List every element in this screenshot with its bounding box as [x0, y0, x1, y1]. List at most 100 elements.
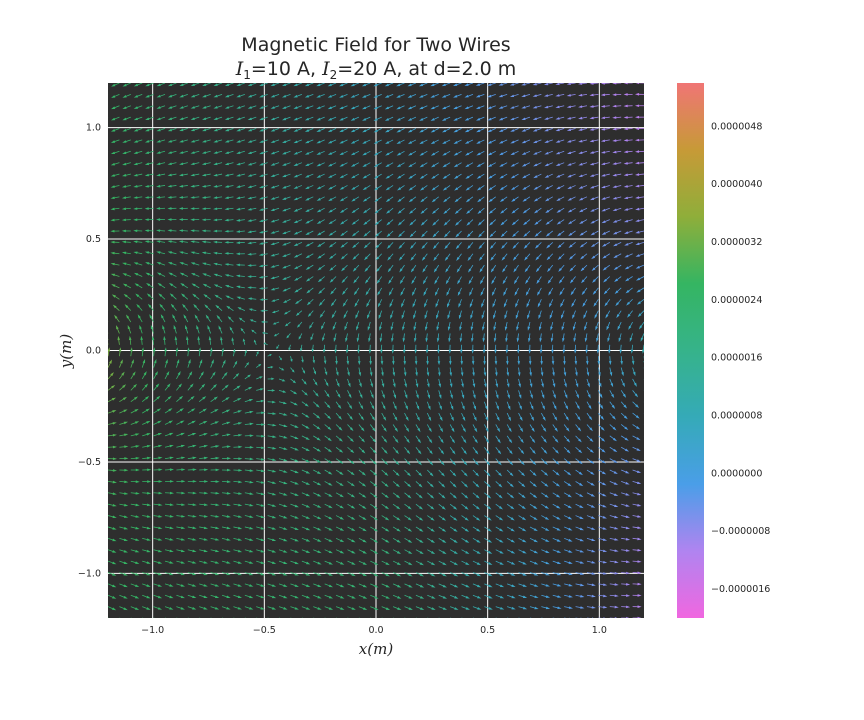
field-arrow	[222, 617, 224, 618]
field-arrow	[236, 185, 245, 188]
field-arrow	[369, 356, 372, 366]
field-arrow	[543, 83, 553, 86]
field-arrow	[621, 503, 630, 507]
field-arrow	[506, 412, 512, 422]
field-arrow	[108, 264, 109, 266]
field-arrow	[222, 457, 232, 460]
field-arrow	[121, 218, 131, 222]
field-arrow	[455, 242, 462, 250]
field-arrow	[108, 515, 117, 519]
field-arrow	[110, 273, 120, 277]
field-arrow	[441, 116, 451, 121]
field-arrow	[632, 515, 642, 518]
field-arrow	[199, 583, 208, 587]
field-arrow	[329, 276, 337, 283]
field-arrow	[419, 105, 428, 110]
field-arrow	[628, 321, 633, 330]
field-arrow	[210, 617, 212, 618]
field-arrow	[247, 219, 257, 222]
field-arrow	[251, 329, 257, 334]
field-arrow	[198, 383, 206, 391]
field-arrow	[601, 207, 610, 212]
field-arrow	[278, 515, 288, 519]
field-arrow	[362, 185, 371, 191]
field-arrow	[142, 503, 152, 507]
field-arrow	[256, 481, 266, 484]
field-arrow	[340, 219, 348, 225]
field-arrow	[108, 332, 109, 334]
field-arrow	[575, 446, 583, 454]
field-arrow	[495, 492, 503, 499]
field-arrow	[472, 537, 481, 543]
field-arrow	[201, 139, 211, 143]
field-arrow	[328, 253, 337, 260]
field-arrow	[342, 299, 348, 307]
field-arrow	[510, 173, 519, 179]
field-arrow	[438, 424, 444, 433]
field-arrow	[404, 515, 412, 521]
field-arrow	[130, 583, 140, 587]
field-arrow	[632, 458, 641, 462]
field-arrow	[270, 105, 280, 109]
field-arrow	[158, 293, 166, 300]
field-arrow	[167, 94, 177, 98]
field-arrow	[108, 359, 112, 368]
field-arrow	[418, 83, 428, 87]
field-arrow	[153, 526, 163, 530]
field-arrow	[258, 253, 268, 256]
field-arrow	[313, 617, 315, 618]
field-arrow	[370, 583, 379, 588]
field-arrow	[369, 367, 373, 377]
field-arrow	[167, 83, 177, 87]
field-arrow	[267, 423, 277, 427]
field-arrow	[324, 424, 332, 431]
field-arrow	[373, 94, 382, 98]
field-arrow	[381, 446, 388, 454]
field-arrow	[623, 207, 633, 211]
field-arrow	[278, 549, 288, 553]
field-arrow	[396, 94, 405, 98]
field-arrow	[381, 378, 385, 388]
field-arrow	[306, 287, 314, 294]
field-arrow	[350, 128, 360, 133]
field-arrow	[256, 492, 266, 496]
field-arrow	[233, 469, 243, 472]
field-arrow	[566, 128, 576, 132]
field-arrow	[224, 196, 234, 199]
field-arrow	[218, 325, 223, 334]
field-arrow	[316, 230, 325, 236]
field-arrow	[620, 412, 628, 420]
field-arrow	[293, 83, 303, 87]
field-arrow	[182, 303, 189, 311]
field-arrow	[585, 356, 589, 366]
field-arrow	[339, 207, 348, 213]
field-arrow	[472, 594, 482, 599]
field-arrow	[221, 371, 228, 380]
field-arrow	[347, 583, 356, 588]
field-arrow	[153, 572, 163, 576]
field-arrow	[481, 310, 485, 320]
field-arrow	[392, 515, 401, 521]
field-arrow	[301, 572, 311, 576]
field-arrow	[381, 424, 387, 432]
field-arrow	[595, 321, 599, 331]
field-arrow	[635, 138, 644, 142]
field-arrow	[495, 458, 502, 466]
field-arrow	[259, 116, 268, 121]
field-arrow	[461, 492, 469, 499]
field-arrow	[267, 412, 277, 415]
field-arrow	[374, 196, 382, 202]
field-arrow	[278, 424, 288, 428]
field-arrow	[598, 572, 608, 575]
field-arrow	[199, 572, 208, 576]
field-arrow	[328, 173, 337, 179]
field-arrow	[133, 229, 143, 233]
field-arrow	[221, 515, 231, 518]
field-arrow	[472, 515, 481, 521]
field-arrow	[555, 150, 565, 155]
field-arrow	[493, 321, 497, 331]
field-arrow	[167, 207, 177, 210]
field-arrow	[517, 356, 521, 366]
field-arrow	[324, 515, 333, 520]
field-arrow	[178, 240, 188, 243]
